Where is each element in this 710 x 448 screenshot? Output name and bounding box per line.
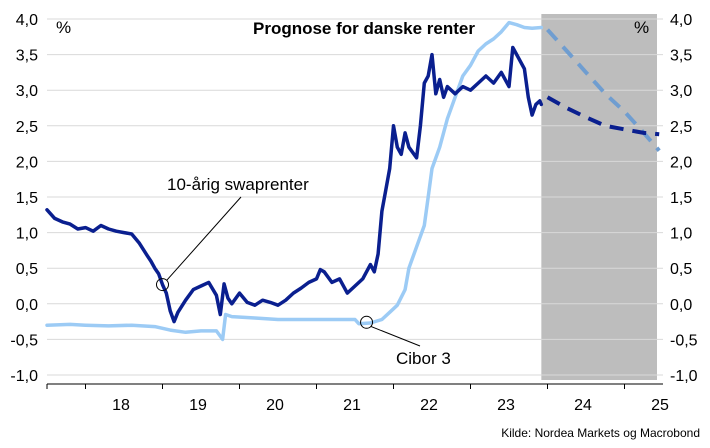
y-tick-label-right: 1,0 — [670, 226, 692, 243]
annotation-label-swap: 10-årig swaprenter — [167, 175, 309, 194]
chart-title: Prognose for danske renter — [253, 19, 475, 38]
y-tick-label-left: 4,0 — [16, 12, 38, 29]
series-line-1 — [45, 20, 544, 342]
y-tick-label-right: -0,5 — [670, 332, 698, 349]
x-tick-label: 20 — [266, 397, 284, 414]
y-tick-label-right: 3,0 — [670, 83, 692, 100]
grid — [47, 18, 663, 376]
x-tick-label: 19 — [189, 397, 207, 414]
x-tick-label: 18 — [112, 397, 130, 414]
x-tick-label: 24 — [574, 397, 592, 414]
annotations: 10-årig swaprenter Cibor 3 — [156, 175, 451, 368]
y-tick-label-left: 2,0 — [16, 154, 38, 171]
y-axis-right: 4,0 3,5 3,0 2,5 2,0 1,5 1,0 0,5 0,0 -0,5 -1,0 — [670, 12, 698, 385]
x-axis: 18 19 20 21 22 23 24 25 — [46, 383, 669, 414]
y-unit-right: % — [634, 18, 649, 37]
y-tick-label-right: -1,0 — [670, 368, 698, 385]
x-tick-label: 21 — [343, 397, 361, 414]
y-tick-label-left: -0,5 — [10, 332, 38, 349]
y-tick-label-right: 3,5 — [670, 48, 692, 65]
y-tick-label-left: 3,0 — [16, 83, 38, 100]
x-tick-label: 22 — [420, 397, 438, 414]
annotation-leader-cibor — [370, 325, 421, 347]
y-tick-label-right: 0,0 — [670, 297, 692, 314]
annotation-marker-swap — [156, 278, 169, 292]
series-line-0 — [45, 45, 544, 324]
y-tick-label-left: -1,0 — [10, 368, 38, 385]
source-note: Kilde: Nordea Markets og Macrobond — [501, 426, 700, 440]
y-tick-label-left: 1,5 — [16, 190, 38, 207]
y-tick-label-right: 1,5 — [670, 190, 692, 207]
annotation-marker-cibor — [360, 315, 374, 329]
x-tick-label: 23 — [497, 397, 515, 414]
y-axis-left: 4,0 3,5 3,0 2,5 2,0 1,5 1,0 0,5 0,0 -0,5 -1,0 — [10, 12, 38, 385]
y-tick-label-left: 2,5 — [16, 119, 38, 136]
annotation-label-cibor: Cibor 3 — [396, 349, 451, 368]
y-tick-label-left: 0,5 — [16, 261, 38, 278]
y-tick-label-right: 2,5 — [670, 119, 692, 136]
y-tick-label-left: 1,0 — [16, 226, 38, 243]
y-tick-label-right: 0,5 — [670, 261, 692, 278]
series-line-2 — [546, 95, 660, 137]
y-tick-label-left: 3,5 — [16, 48, 38, 65]
series-group — [45, 20, 661, 342]
y-unit-left: % — [56, 18, 71, 37]
annotation-leader-swap — [166, 196, 242, 281]
y-tick-label-left: 0,0 — [16, 297, 38, 314]
y-tick-label-right: 2,0 — [670, 154, 692, 171]
x-tick-label: 25 — [651, 397, 669, 414]
y-tick-label-right: 4,0 — [670, 12, 692, 29]
